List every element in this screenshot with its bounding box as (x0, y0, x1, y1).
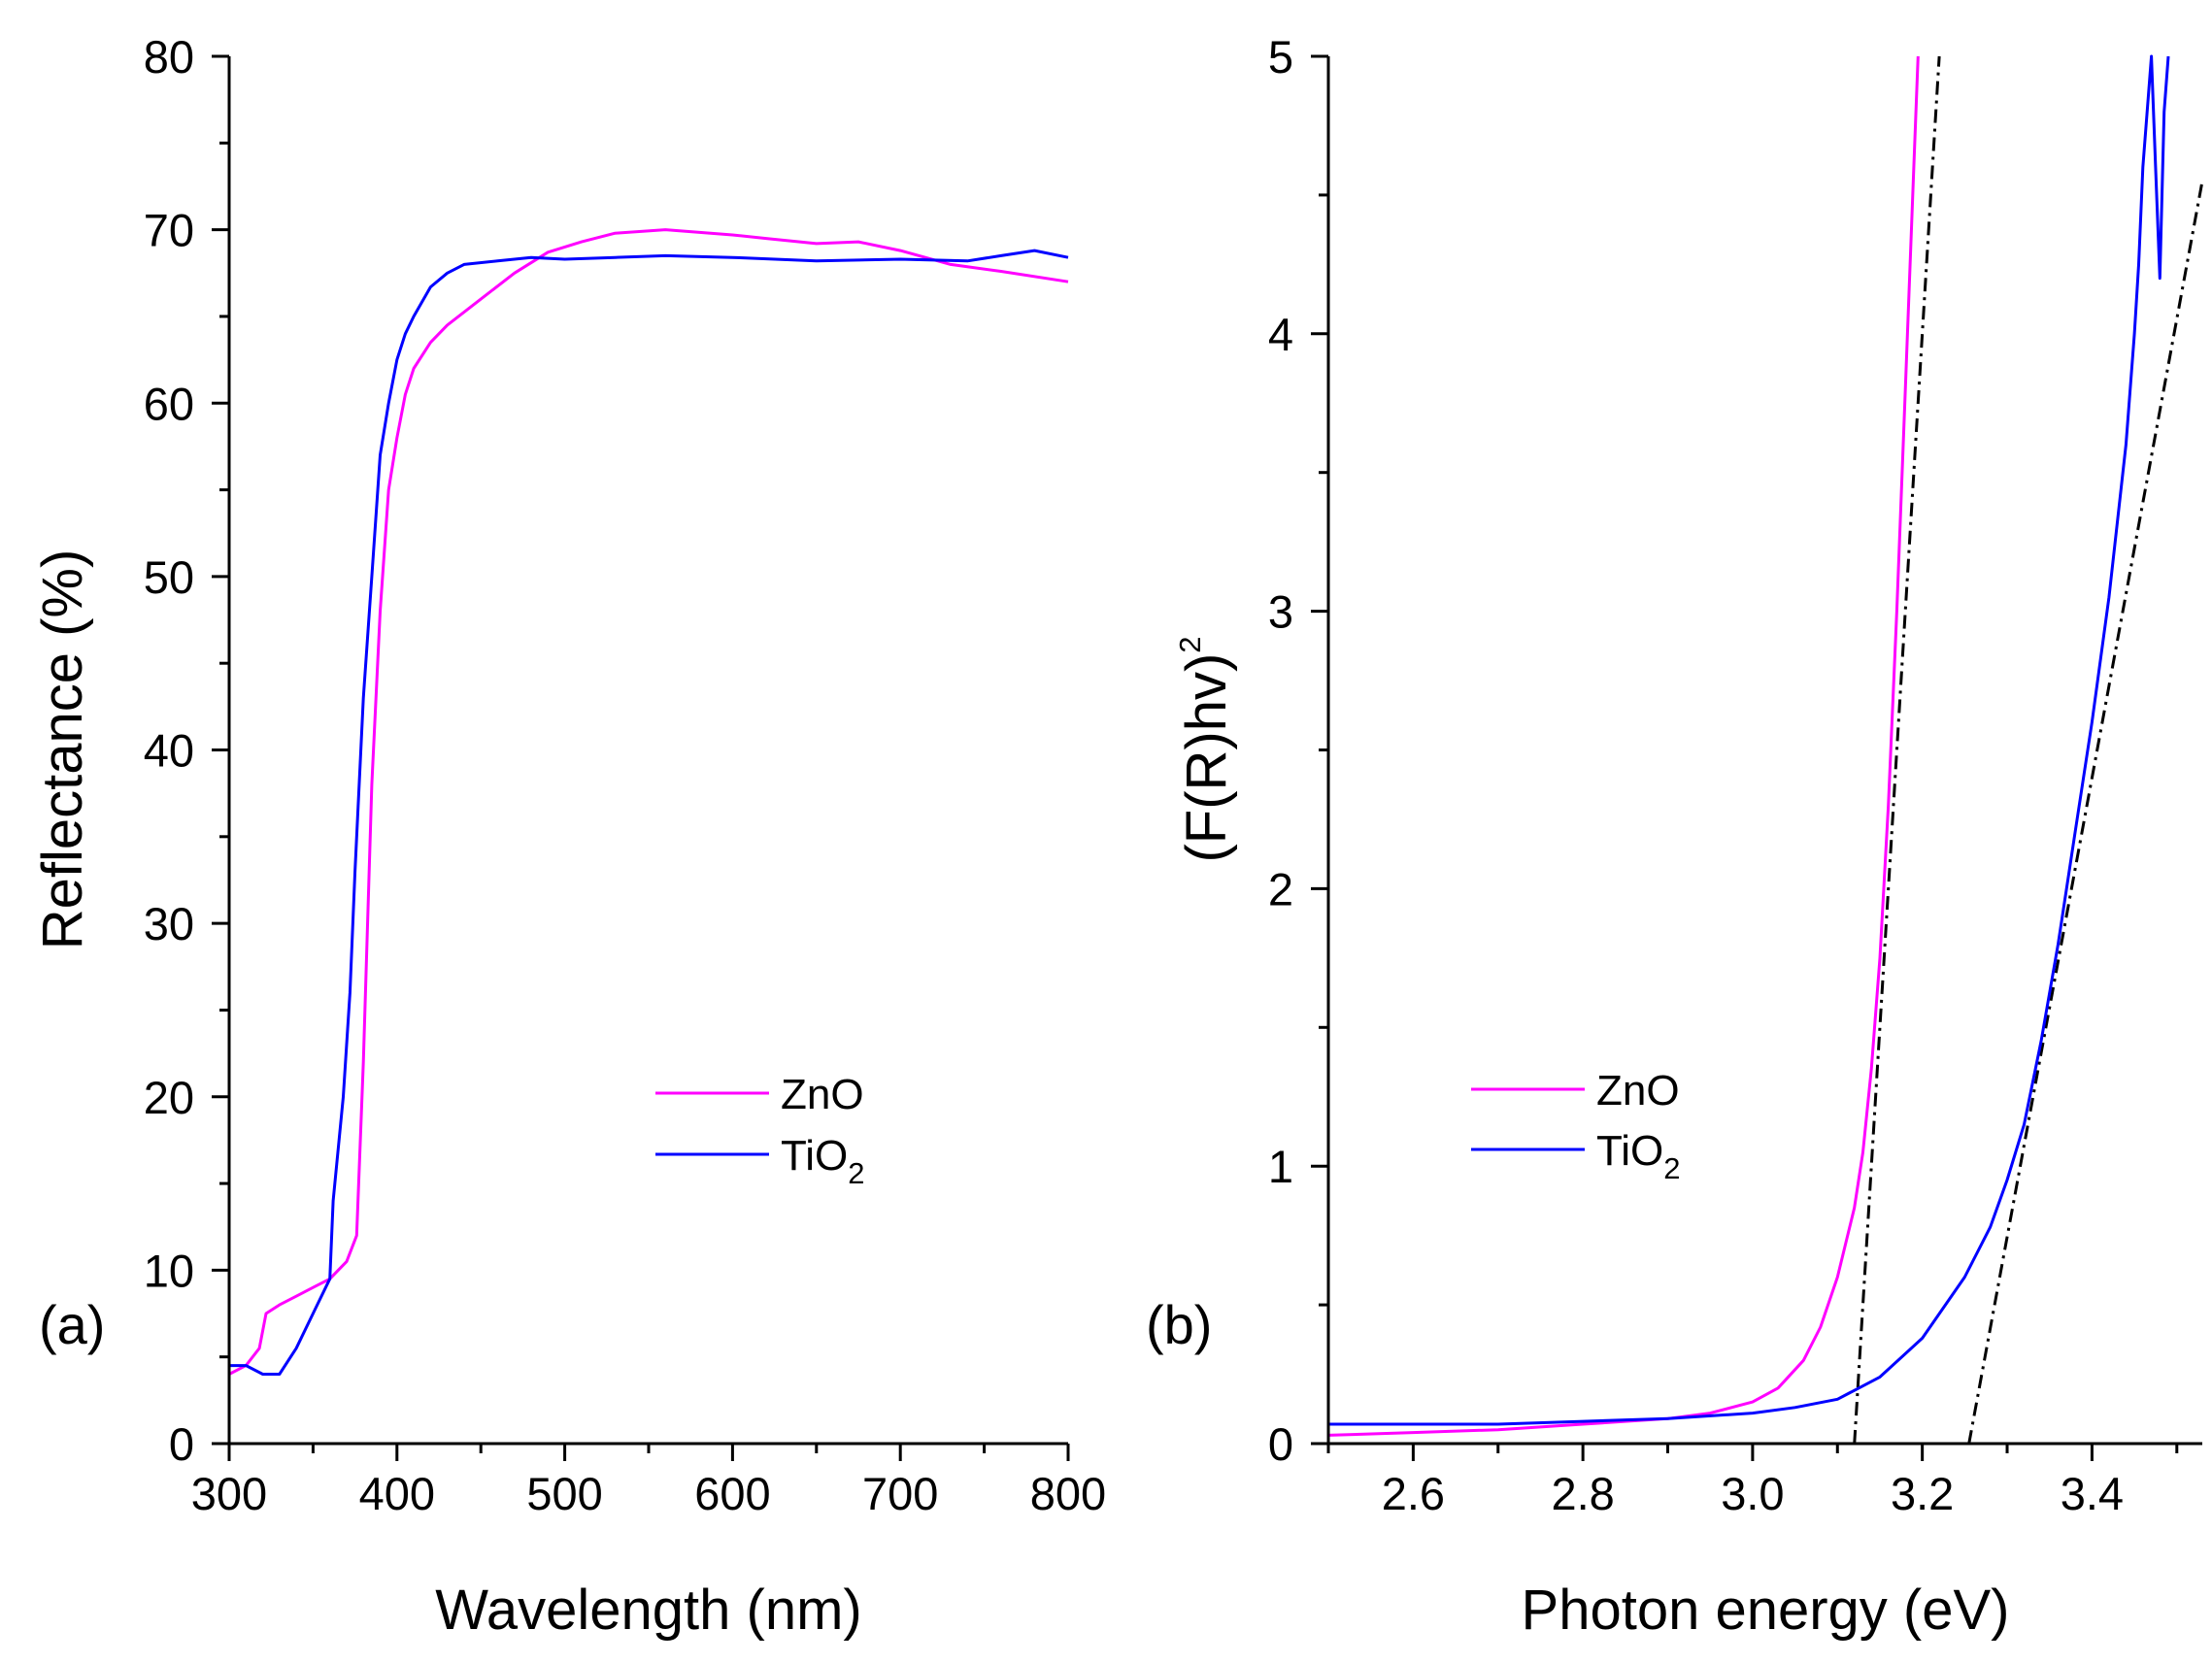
panel-a-series (228, 228, 1069, 1376)
panel-b-fit-lines (1853, 55, 2204, 1445)
panel-b: 2.6 2.8 3.0 3.2 3.4 0 1 2 3 4 5 Photon energy (eV)… (1146, 31, 2204, 1642)
panel-a-legend-label-tio2-sub: 2 (848, 1156, 864, 1190)
panel-b-y-axis-title: (F(R)hv)2 (1173, 636, 1238, 862)
panel-a-legend-label-zno: ZnO (781, 1071, 864, 1118)
panel-b-x-tick-label-4: 3.4 (2061, 1468, 2124, 1519)
panel-a-y-tick-label-6: 60 (144, 378, 194, 429)
panel-b-legend: ZnO TiO2 (1471, 1067, 1681, 1185)
panel-b-y-tick-label-5: 5 (1268, 31, 1293, 83)
panel-a-y-tick-label-2: 20 (144, 1072, 194, 1123)
panel-b-label: (b) (1146, 1294, 1212, 1355)
panel-a-series-tio2 (229, 249, 1069, 1376)
panel-a-ticks (212, 54, 1070, 1461)
panel-b-legend-label-tio2-sub: 2 (1663, 1151, 1680, 1185)
panel-a-x-tick-label-4: 700 (862, 1468, 938, 1519)
panel-b-series-tio2 (1328, 54, 2170, 1426)
panel-a-y-tick-label-3: 30 (144, 898, 194, 949)
panel-b-x-tick-label-3: 3.2 (1891, 1468, 1954, 1519)
panel-b-series-zno (1327, 55, 1920, 1437)
panel-a: 300 400 500 600 700 800 0 10 20 30 40 50 60 70 80 Wave… (31, 31, 1106, 1642)
panel-b-legend-label-tio2: TiO2 (1596, 1127, 1681, 1185)
panel-a-x-tick-label-2: 500 (526, 1468, 602, 1519)
panel-a-y-tick-label-0: 0 (169, 1418, 194, 1470)
panel-b-fit-line-0 (1853, 55, 1941, 1445)
panel-b-y-tick-label-2: 2 (1268, 863, 1293, 915)
panel-a-x-tick-label-3: 600 (694, 1468, 770, 1519)
panel-b-legend-label-zno: ZnO (1596, 1067, 1680, 1114)
panel-a-y-tick-label-1: 10 (144, 1245, 194, 1296)
panel-b-ticks (1311, 54, 2179, 1461)
panel-b-x-axis-title: Photon energy (eV) (1522, 1579, 2010, 1642)
panel-b-y-tick-label-0: 0 (1268, 1418, 1293, 1470)
panel-a-y-tick-label-4: 40 (144, 725, 194, 777)
panel-b-y-tick-label-1: 1 (1268, 1141, 1293, 1192)
panel-b-tick-labels: 2.6 2.8 3.0 3.2 3.4 0 1 2 3 4 5 (1268, 31, 2124, 1519)
panel-a-y-tick-label-7: 70 (144, 205, 194, 256)
panel-b-axes (1326, 56, 2202, 1446)
panel-b-x-tick-label-2: 3.0 (1721, 1468, 1784, 1519)
panel-b-y-tick-label-4: 4 (1268, 309, 1293, 360)
panel-b-x-tick-label-1: 2.8 (1551, 1468, 1614, 1519)
panel-b-y-tick-label-3: 3 (1268, 586, 1293, 638)
panel-a-x-axis-title: Wavelength (nm) (435, 1579, 861, 1642)
panel-a-series-zno (228, 228, 1069, 1376)
panel-a-axes (227, 56, 1068, 1446)
panel-b-y-axis-title-base: (F(R)hv) (1175, 653, 1238, 863)
panel-a-y-tick-label-5: 50 (144, 551, 194, 603)
panel-b-series (1327, 54, 2170, 1437)
panel-b-legend-label-tio2-base: TiO (1596, 1127, 1663, 1175)
panel-a-label: (a) (39, 1294, 105, 1355)
panel-a-legend: ZnO TiO2 (655, 1071, 865, 1190)
panel-a-y-axis-title: Reflectance (%) (31, 549, 94, 950)
panel-b-fit-line-1 (1967, 181, 2204, 1445)
panel-a-legend-label-tio2-base: TiO (781, 1132, 848, 1180)
panel-a-x-tick-label-1: 400 (359, 1468, 435, 1519)
panel-a-x-tick-label-0: 300 (191, 1468, 267, 1519)
panel-b-x-tick-label-0: 2.6 (1382, 1468, 1445, 1519)
panel-a-x-tick-label-5: 800 (1030, 1468, 1106, 1519)
panel-b-y-axis-title-sup: 2 (1173, 636, 1207, 652)
panel-a-y-tick-label-8: 80 (144, 31, 194, 83)
panel-a-tick-labels: 300 400 500 600 700 800 0 10 20 30 40 50 60 70 80 (144, 31, 1106, 1519)
panel-a-legend-label-tio2: TiO2 (781, 1132, 865, 1190)
